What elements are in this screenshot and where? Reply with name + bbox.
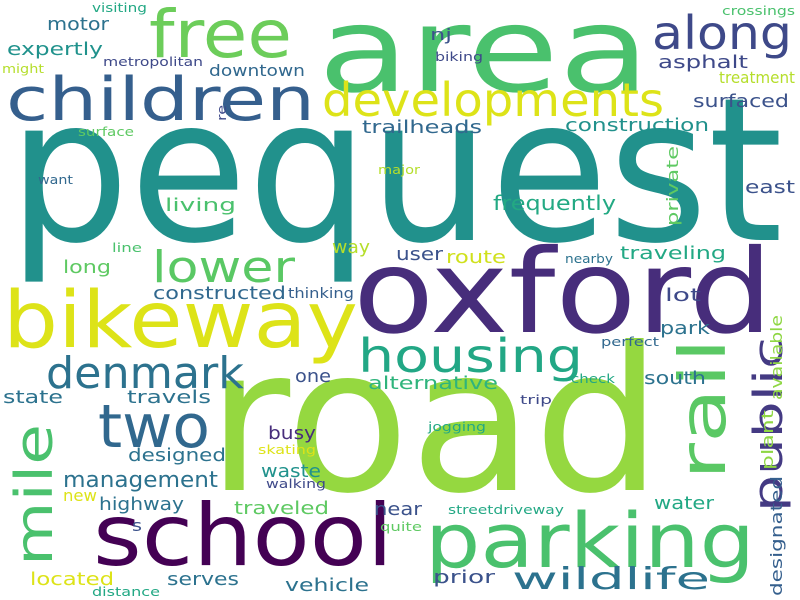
word-treatment: treatment [719, 68, 795, 87]
word-housing: housing [358, 329, 583, 383]
word-long: long [63, 257, 111, 278]
word-re: re [215, 105, 229, 121]
word-want: want [38, 173, 73, 187]
word-metropolitan: metropolitan [103, 55, 203, 69]
word-school: school [93, 486, 393, 586]
word-children: children [6, 65, 315, 135]
word-plant: plant [758, 410, 777, 470]
word-constructed: constructed [153, 283, 286, 304]
word-serves: serves [167, 569, 239, 590]
word-frequently: frequently [493, 191, 616, 215]
word-located: located [30, 569, 114, 590]
word-quite: quite [380, 520, 422, 534]
word-perfect: perfect [601, 335, 659, 349]
word-downtown: downtown [209, 61, 305, 80]
word-lower: lower [152, 242, 296, 293]
word-management: management [63, 468, 218, 493]
word-construction: construction [565, 115, 709, 136]
word-east: east [745, 177, 795, 198]
word-designated: designated [767, 476, 786, 596]
word-near: near [374, 499, 423, 520]
word-might: might [2, 62, 44, 76]
word-crossings: crossings [722, 4, 795, 18]
word-park: park [660, 318, 711, 339]
word-denmark: denmark [46, 348, 245, 399]
word-surface: surface [78, 125, 134, 139]
word-oxford: oxford [353, 225, 773, 360]
word-busy: busy [268, 423, 316, 444]
word-visiting: visiting [92, 1, 147, 15]
word-living: living [165, 195, 236, 216]
word-vehicle: vehicle [285, 575, 369, 596]
word-way: way [332, 237, 370, 258]
word-two: two [98, 392, 210, 462]
word-motor: motor [47, 14, 110, 35]
word-wildlife: wildlife [512, 562, 710, 597]
word-biking: biking [435, 50, 483, 64]
word-thinking: thinking [288, 286, 354, 302]
word-state: state [3, 387, 63, 408]
word-parking: parking [425, 496, 755, 585]
word-walking: walking [266, 477, 326, 491]
word-trailheads: trailheads [362, 117, 482, 138]
word-public: public [746, 337, 792, 512]
word-traveled: traveled [234, 498, 329, 519]
word-water: water [654, 493, 715, 514]
word-pequest: pequest [8, 55, 783, 288]
word-travels: travels [127, 387, 211, 408]
word-traveling: traveling [620, 243, 726, 264]
word-road: road [207, 305, 662, 538]
word-user: user [396, 244, 444, 265]
word-area: area [318, 0, 650, 119]
word-streetdriveway: streetdriveway [448, 503, 564, 517]
word-bikeway: bikeway [3, 276, 358, 366]
word-south: south [644, 368, 706, 389]
word-new: new [63, 486, 97, 505]
word-developments: developments [322, 73, 664, 127]
word-nj: nj [430, 25, 452, 44]
word-rail: rail [667, 338, 741, 480]
word-major: major [378, 163, 420, 177]
word-jogging: jogging [427, 420, 486, 434]
word-asphalt: asphalt [658, 52, 748, 73]
word-expertly: expertly [7, 39, 103, 60]
word-line: line [112, 241, 142, 255]
word-one: one [295, 366, 331, 387]
word-designed: designed [128, 445, 226, 466]
word-alternative: alternative [368, 373, 498, 394]
word-waste: waste [261, 461, 321, 482]
word-skating: skating [258, 443, 316, 457]
word-nearby: nearby [565, 252, 613, 266]
word-highway: highway [99, 494, 184, 515]
word-private: private [663, 146, 682, 226]
word-route: route [446, 247, 506, 268]
word-check: check [571, 372, 615, 386]
word-available: available [767, 315, 786, 400]
word-free: free [149, 0, 292, 73]
word-along: along [652, 6, 792, 60]
word-distance: distance [92, 585, 160, 599]
word-s: s [132, 516, 142, 535]
word-mile: mile [5, 424, 65, 566]
word-prior: prior [433, 567, 496, 588]
word-trip: trip [520, 393, 552, 407]
word-lot: lot [665, 285, 701, 306]
word-surfaced: surfaced [693, 91, 789, 112]
